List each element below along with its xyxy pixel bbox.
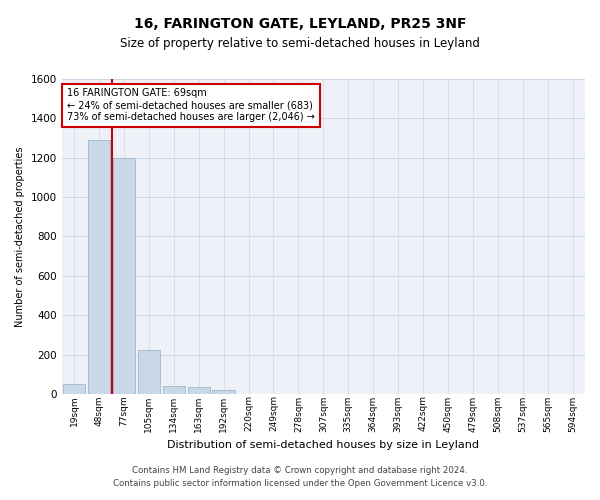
Bar xyxy=(137,350,160,394)
Text: 16 FARINGTON GATE: 69sqm
← 24% of semi-detached houses are smaller (683)
73% of : 16 FARINGTON GATE: 69sqm ← 24% of semi-d… xyxy=(67,88,315,122)
Y-axis label: Number of semi-detached properties: Number of semi-detached properties xyxy=(15,146,25,326)
Bar xyxy=(63,384,85,394)
Text: Contains HM Land Registry data © Crown copyright and database right 2024.
Contai: Contains HM Land Registry data © Crown c… xyxy=(113,466,487,487)
Text: 16, FARINGTON GATE, LEYLAND, PR25 3NF: 16, FARINGTON GATE, LEYLAND, PR25 3NF xyxy=(134,18,466,32)
Bar xyxy=(188,387,210,394)
Text: Size of property relative to semi-detached houses in Leyland: Size of property relative to semi-detach… xyxy=(120,38,480,51)
X-axis label: Distribution of semi-detached houses by size in Leyland: Distribution of semi-detached houses by … xyxy=(167,440,479,450)
Bar xyxy=(163,386,185,394)
Bar xyxy=(113,158,135,394)
Bar xyxy=(88,140,110,394)
Bar xyxy=(212,390,235,394)
